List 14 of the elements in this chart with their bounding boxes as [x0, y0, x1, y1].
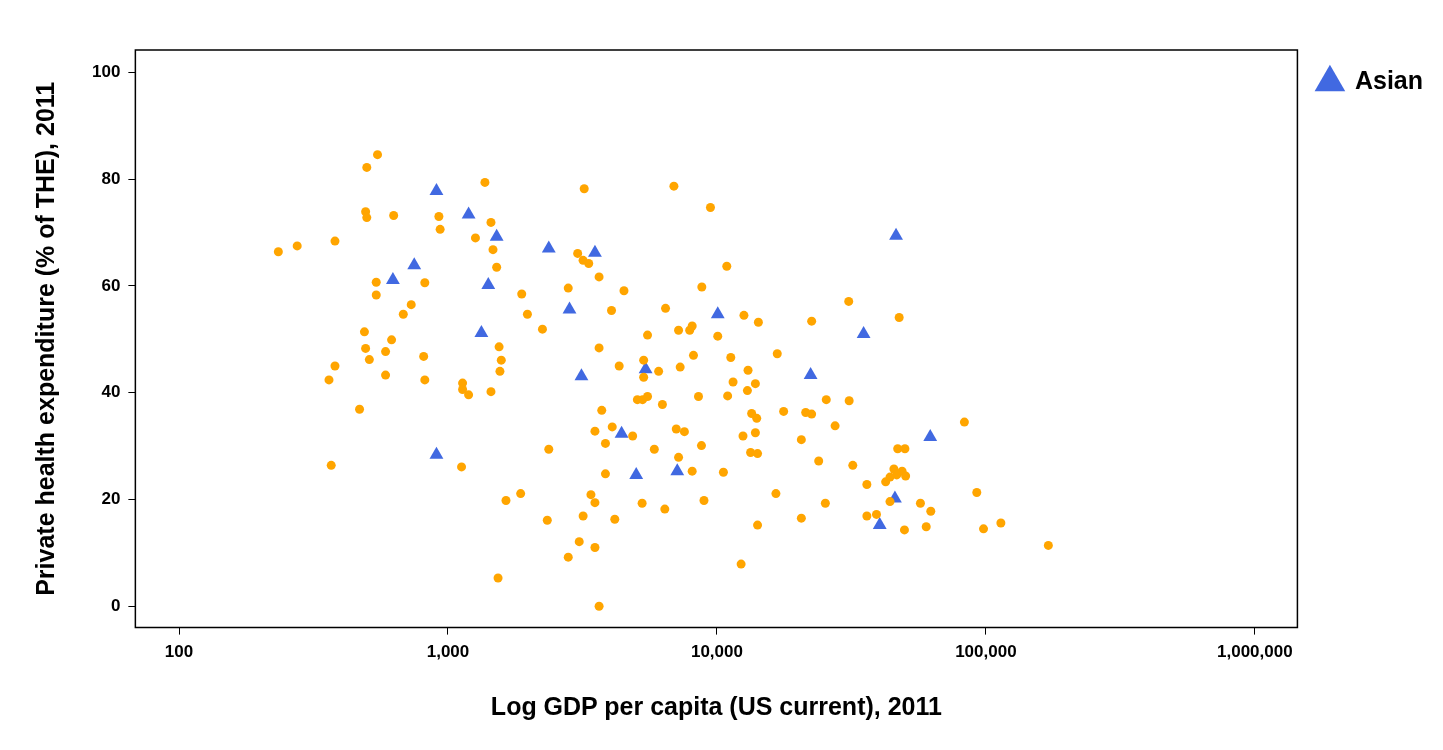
x-tick-label: 100,000	[955, 642, 1017, 662]
x-tick-label: 10,000	[690, 642, 743, 662]
y-tick-label: 0	[110, 595, 121, 615]
x-axis-title: Log GDP per capita (US current), 2011	[490, 691, 943, 720]
y-tick-label: 80	[101, 168, 121, 188]
x-tick-label: 1,000	[426, 642, 470, 662]
y-tick-label: 100	[91, 62, 121, 82]
y-tick-label: 40	[101, 382, 121, 402]
legend-label: Asian	[1354, 66, 1424, 95]
x-tick-label: 1,000,000	[1217, 642, 1293, 662]
x-tick-label: 100	[164, 642, 194, 662]
y-tick-label: 20	[101, 489, 121, 509]
y-tick-label: 60	[101, 275, 121, 295]
y-axis-title: Private health expenditure (% of THE), 2011	[30, 81, 59, 596]
